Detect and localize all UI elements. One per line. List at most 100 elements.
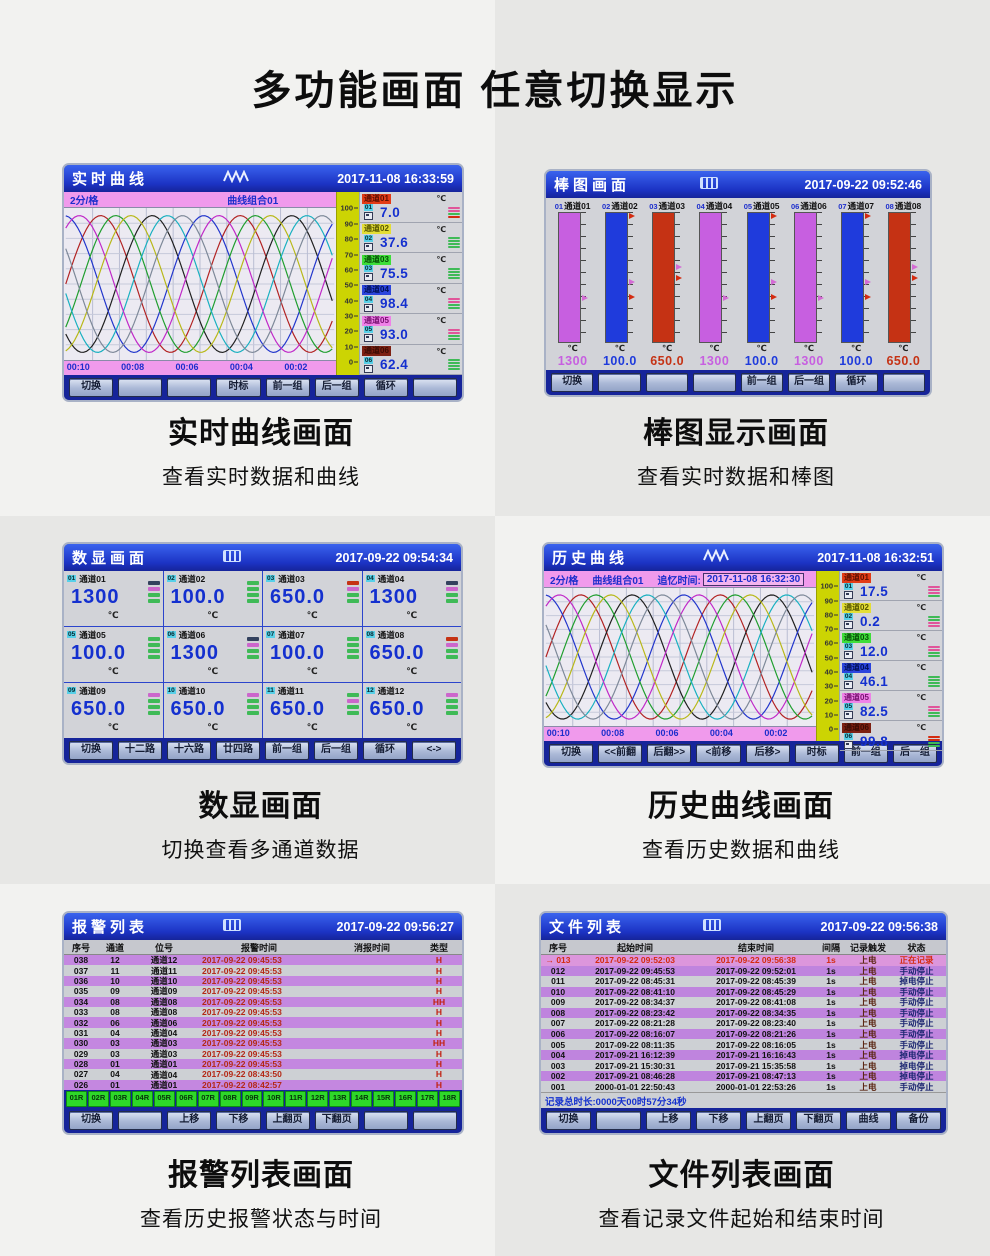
- channel-checkbox-icon[interactable]: [844, 651, 853, 659]
- channel-checkbox-icon[interactable]: [844, 711, 853, 719]
- history-button-时标[interactable]: 时标: [794, 744, 839, 763]
- channel-checkbox-icon[interactable]: [364, 212, 373, 220]
- alarm-tab-04R[interactable]: 04R: [131, 1091, 153, 1107]
- alarm-tab-02R[interactable]: 02R: [87, 1091, 109, 1107]
- trend-button-时标[interactable]: 时标: [216, 378, 261, 397]
- trend-plot[interactable]: [64, 207, 336, 361]
- alarm-row-032[interactable]: 032 06 通道06 2017-09-22 09:45:53 H: [64, 1017, 462, 1028]
- digital-cell-09[interactable]: 09 通道09 650.0 ℃: [64, 683, 163, 738]
- alarm-button-上移[interactable]: 上移: [167, 1111, 212, 1130]
- alarm-tab-13R[interactable]: 13R: [329, 1091, 351, 1107]
- digital-cell-07[interactable]: 07 通道07 100.0 ℃: [263, 627, 362, 682]
- file-row-002[interactable]: 002 2017-09-21 08:46:28 2017-09-21 08:47:1…: [541, 1070, 946, 1082]
- file-button-上翻页[interactable]: 上翻页: [746, 1111, 791, 1130]
- history-button-后翻>>[interactable]: 后翻>>: [647, 744, 692, 763]
- recall-time-value[interactable]: 2017-11-08 16:32:30: [702, 572, 805, 586]
- channel-cell-01[interactable]: 通道01 ℃ 01 7.0: [360, 192, 462, 223]
- alarm-tab-08R[interactable]: 08R: [219, 1091, 241, 1107]
- alarm-tab-07R[interactable]: 07R: [197, 1091, 219, 1107]
- alarm-row-028[interactable]: 028 01 通道01 2017-09-22 09:45:53 H: [64, 1058, 462, 1070]
- alarm-tab-17R[interactable]: 17R: [417, 1091, 438, 1107]
- file-row-005[interactable]: 005 2017-09-22 08:11:35 2017-09-22 08:16:0…: [541, 1039, 946, 1050]
- digital-cell-03[interactable]: 03 通道03 650.0 ℃: [263, 571, 362, 626]
- file-button-曲线[interactable]: 曲线: [846, 1111, 891, 1130]
- digital-cell-05[interactable]: 05 通道05 100.0 ℃: [64, 627, 163, 682]
- digital-cell-12[interactable]: 12 通道12 650.0 ℃: [362, 683, 461, 738]
- channel-cell-02[interactable]: 通道02 ℃ 02 37.6: [360, 223, 462, 253]
- channel-cell-03[interactable]: 通道03 ℃ 03 75.5: [360, 253, 462, 284]
- bar-column-05[interactable]: 05通道05 ℃ 100.0: [739, 200, 784, 368]
- trend-button-后一组[interactable]: 后一组: [314, 378, 359, 397]
- alarm-row-027[interactable]: 027 04 通道04 2017-09-22 08:43:50 H: [64, 1069, 462, 1080]
- file-row-003[interactable]: 003 2017-09-21 15:30:31 2017-09-21 15:35:5…: [541, 1060, 946, 1071]
- channel-checkbox-icon[interactable]: [844, 681, 853, 689]
- digital-button-廿四路[interactable]: 廿四路: [216, 741, 260, 760]
- file-button-上移[interactable]: 上移: [646, 1111, 691, 1130]
- alarm-tab-15R[interactable]: 15R: [373, 1091, 395, 1107]
- history-button-<<前翻[interactable]: <<前翻: [598, 744, 643, 763]
- alarm-tab-18R[interactable]: 18R: [438, 1091, 460, 1107]
- alarm-tab-03R[interactable]: 03R: [109, 1091, 131, 1107]
- file-row-008[interactable]: 008 2017-09-22 08:23:42 2017-09-22 08:34:3…: [541, 1007, 946, 1019]
- channel-checkbox-icon[interactable]: [364, 242, 373, 251]
- bargraph-button-blank-1[interactable]: [598, 373, 641, 392]
- trend-button-blank-2[interactable]: [167, 378, 212, 397]
- channel-cell-05[interactable]: 通道05 ℃ 05 82.5: [840, 691, 942, 721]
- channel-checkbox-icon[interactable]: [844, 621, 853, 629]
- bargraph-button-blank-2[interactable]: [645, 373, 689, 392]
- alarm-row-038[interactable]: 038 12 通道12 2017-09-22 09:45:53 H: [64, 955, 462, 966]
- alarm-button-切换[interactable]: 切换: [69, 1111, 114, 1130]
- bargraph-button-blank-7[interactable]: [882, 373, 925, 392]
- alarm-tab-09R[interactable]: 09R: [241, 1091, 263, 1107]
- file-button-下翻页[interactable]: 下翻页: [796, 1111, 841, 1130]
- channel-cell-04[interactable]: 通道04 ℃ 04 98.4: [360, 284, 462, 314]
- digital-cell-08[interactable]: 08 通道08 650.0 ℃: [362, 627, 461, 682]
- alarm-tab-12R[interactable]: 12R: [307, 1091, 329, 1107]
- alarm-tab-06R[interactable]: 06R: [175, 1091, 197, 1107]
- bargraph-button-前一组[interactable]: 前一组: [740, 373, 783, 392]
- alarm-tab-10R[interactable]: 10R: [263, 1091, 285, 1107]
- file-row-013[interactable]: → 013 2017-09-22 09:52:03 2017-09-22 09:56…: [541, 955, 946, 966]
- alarm-row-031[interactable]: 031 04 通道04 2017-09-22 09:45:53 H: [64, 1027, 462, 1039]
- history-button-切换[interactable]: 切换: [549, 744, 594, 763]
- trend-button-循环[interactable]: 循环: [363, 378, 408, 397]
- channel-checkbox-icon[interactable]: [844, 741, 853, 749]
- alarm-button-上翻页[interactable]: 上翻页: [265, 1111, 310, 1130]
- history-button-后一组[interactable]: 后一组: [892, 744, 937, 763]
- history-button-后移>[interactable]: 后移>: [745, 744, 790, 763]
- alarm-tab-01R[interactable]: 01R: [66, 1091, 87, 1107]
- file-row-012[interactable]: 012 2017-09-22 09:45:53 2017-09-22 09:52:0…: [541, 965, 946, 977]
- alarm-button-blank-1[interactable]: [118, 1111, 163, 1130]
- bar-column-06[interactable]: 06通道06 ℃ 1300: [786, 200, 831, 368]
- alarm-row-030[interactable]: 030 03 通道03 2017-09-22 09:45:53 HH: [64, 1038, 462, 1049]
- digital-button-后一组[interactable]: 后一组: [314, 741, 358, 760]
- channel-checkbox-icon[interactable]: [364, 303, 373, 312]
- alarm-button-下移[interactable]: 下移: [216, 1111, 261, 1130]
- alarm-row-033[interactable]: 033 08 通道08 2017-09-22 09:45:53 H: [64, 1006, 462, 1018]
- file-row-001[interactable]: 001 2000-01-01 22:50:43 2000-01-01 22:53:2…: [541, 1081, 946, 1092]
- bargraph-button-切换[interactable]: 切换: [551, 373, 594, 392]
- digital-cell-10[interactable]: 10 通道10 650.0 ℃: [163, 683, 262, 738]
- alarm-row-034[interactable]: 034 08 通道08 2017-09-22 09:45:53 HH: [64, 996, 462, 1007]
- alarm-row-026[interactable]: 026 01 通道01 2017-09-22 08:42:57 H: [64, 1079, 462, 1091]
- channel-cell-04[interactable]: 通道04 ℃ 04 46.1: [840, 661, 942, 691]
- bar-column-02[interactable]: 02通道02 ℃ 100.0: [597, 200, 642, 368]
- file-row-006[interactable]: 006 2017-09-22 08:16:07 2017-09-22 08:21:2…: [541, 1028, 946, 1040]
- alarm-tab-14R[interactable]: 14R: [351, 1091, 373, 1107]
- history-button-<前移[interactable]: <前移: [696, 744, 741, 763]
- digital-button-<->[interactable]: <->: [412, 741, 456, 760]
- channel-checkbox-icon[interactable]: [364, 364, 373, 373]
- channel-cell-06[interactable]: 通道06 ℃ 06 62.4: [360, 345, 462, 375]
- bar-column-07[interactable]: 07通道07 ℃ 100.0: [834, 200, 879, 368]
- digital-cell-11[interactable]: 11 通道11 650.0 ℃: [263, 683, 362, 738]
- trend-button-blank-7[interactable]: [412, 378, 457, 397]
- file-button-blank-1[interactable]: [596, 1111, 641, 1130]
- channel-cell-02[interactable]: 通道02 ℃ 02 0.2: [840, 601, 942, 631]
- bar-column-04[interactable]: 04通道04 ℃ 1300: [692, 200, 737, 368]
- channel-cell-05[interactable]: 通道05 ℃ 05 93.0: [360, 314, 462, 345]
- file-button-备份[interactable]: 备份: [896, 1111, 941, 1130]
- bargraph-button-循环[interactable]: 循环: [835, 373, 878, 392]
- bargraph-button-后一组[interactable]: 后一组: [787, 373, 831, 392]
- bar-column-01[interactable]: 01通道01 ℃ 1300: [550, 200, 595, 368]
- digital-cell-02[interactable]: 02 通道02 100.0 ℃: [163, 571, 262, 626]
